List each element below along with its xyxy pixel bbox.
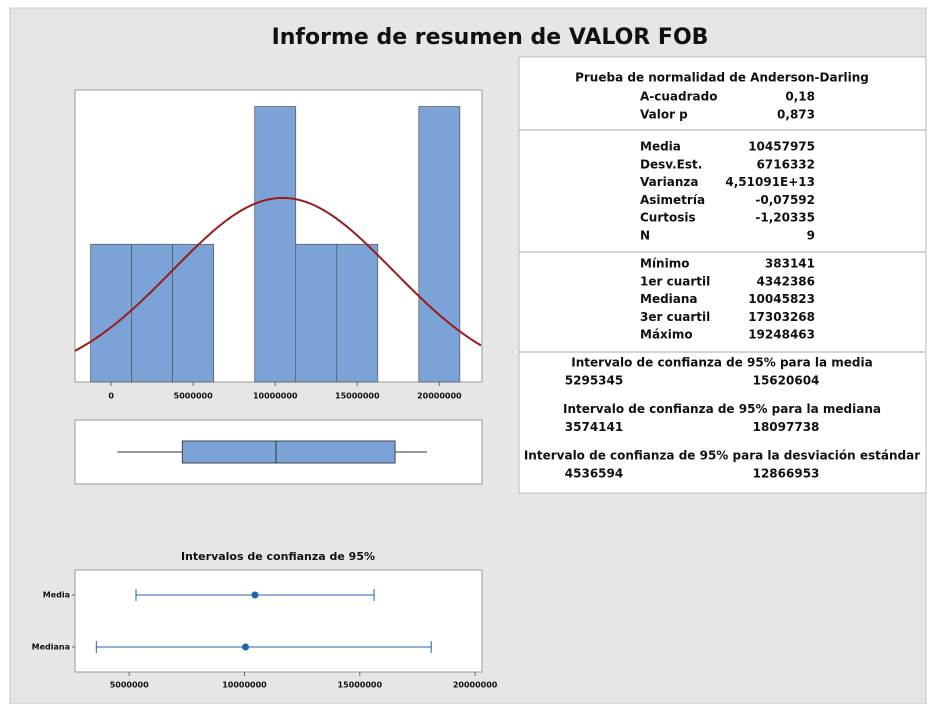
quantile-label: 1er cuartil: [640, 274, 710, 288]
normal-fit: [74, 196, 482, 352]
moment-value: 4,51091E+13: [725, 175, 815, 189]
quantile-value: 4342386: [757, 274, 815, 288]
ci-title: Intervalo de confianza de 95% para la me…: [571, 356, 872, 370]
normality-title: Prueba de normalidad de Anderson-Darling: [575, 71, 869, 85]
moment-label: Desv.Est.: [640, 157, 702, 171]
estimate: [251, 591, 259, 599]
estimate: [242, 643, 250, 651]
bar: [254, 106, 297, 383]
quantile-value: 19248463: [748, 328, 815, 342]
quantile-value: 10045823: [748, 292, 815, 306]
quantile-label: 3er cuartil: [640, 310, 710, 324]
moment-label: N: [640, 229, 650, 243]
bar: [418, 106, 461, 383]
x-tick-label: 10000000: [253, 392, 298, 401]
ci-high: 15620604: [753, 374, 820, 388]
x-tick-label: 5000000: [174, 392, 213, 401]
moment-label: Curtosis: [640, 211, 696, 225]
bar: [131, 243, 173, 383]
quantile-value: 383141: [765, 257, 815, 271]
interval-frame: [74, 569, 483, 673]
bar: [336, 243, 379, 383]
ci-high: 12866953: [753, 467, 820, 481]
x-tick-label: 10000000: [222, 681, 267, 690]
moment-value: -0,07592: [755, 193, 815, 207]
moment-label: Media: [640, 140, 681, 154]
x-tick-label: 20000000: [453, 681, 498, 690]
ci-title: Intervalo de confianza de 95% para la me…: [563, 402, 881, 416]
ci-title: Intervalo de confianza de 95% para la de…: [524, 449, 920, 463]
report-title: Informe de resumen de VALOR FOB: [272, 25, 709, 50]
normality-label: A-cuadrado: [640, 90, 717, 104]
interval-title: Intervalos de confianza de 95%: [181, 550, 375, 563]
moment-value: 10457975: [748, 140, 815, 154]
x-tick-label: 0: [108, 392, 114, 401]
x-tick-label: 15000000: [338, 681, 383, 690]
quantile-label: Mínimo: [640, 257, 689, 271]
ci-low: 3574141: [565, 420, 623, 434]
bar: [295, 243, 338, 383]
x-tick-label: 15000000: [335, 392, 380, 401]
ci-low: 5295345: [565, 374, 623, 388]
moment-label: Varianza: [640, 175, 698, 189]
ci-high: 18097738: [753, 420, 820, 434]
moment-label: Asimetría: [640, 193, 705, 207]
x-tick-label: 5000000: [110, 681, 149, 690]
y-tick-label: Mediana: [32, 643, 70, 652]
moment-value: 9: [807, 229, 815, 243]
quantile-label: Mediana: [640, 292, 698, 306]
moment-value: 6716332: [757, 157, 815, 171]
normality-value: 0,873: [777, 108, 815, 122]
moment-value: -1,20335: [755, 211, 815, 225]
x-tick-label: 20000000: [417, 392, 462, 401]
bar: [90, 243, 132, 383]
ci-low: 4536594: [565, 467, 623, 481]
quantile-value: 17303268: [748, 310, 815, 324]
normality-value: 0,18: [785, 90, 815, 104]
box: [181, 440, 396, 464]
y-tick-label: Media: [43, 591, 70, 600]
normality-label: Valor p: [640, 108, 688, 122]
bar: [172, 243, 215, 383]
quantile-label: Máximo: [640, 328, 693, 342]
